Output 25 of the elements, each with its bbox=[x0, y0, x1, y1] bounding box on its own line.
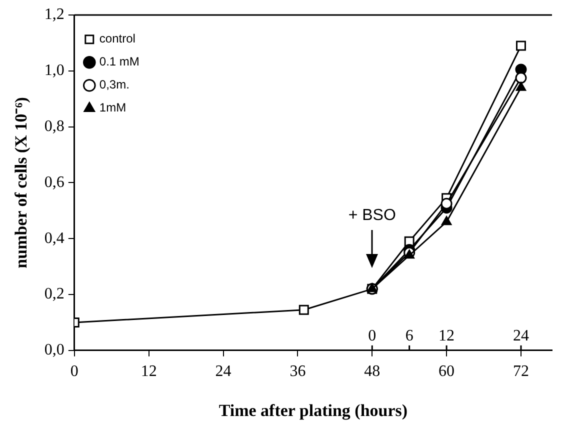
y-axis-title: number of cells (X 10⁻⁶) bbox=[12, 97, 31, 268]
x2-tick-label: 12 bbox=[438, 328, 455, 345]
legend-label: 0.1 mM bbox=[99, 54, 140, 69]
x-tick-label: 0 bbox=[70, 363, 78, 380]
y-tick-label: 0,2 bbox=[44, 286, 64, 303]
y-tick-label: 1,2 bbox=[44, 6, 64, 24]
x-tick-label: 60 bbox=[438, 363, 455, 380]
x-tick-label: 72 bbox=[512, 363, 529, 380]
x2-tick-label: 6 bbox=[405, 328, 414, 345]
y-tick-label: 1,0 bbox=[44, 62, 64, 80]
x-tick-label: 36 bbox=[290, 363, 306, 380]
legend-label: control bbox=[99, 32, 136, 46]
y-tick-label: 0,6 bbox=[44, 174, 64, 191]
x2-tick-label: 0 bbox=[368, 328, 376, 345]
annotation: + BSO bbox=[347, 206, 397, 226]
x-tick-label: 48 bbox=[364, 363, 380, 380]
y-tick-label: 0,8 bbox=[44, 118, 64, 136]
x-tick-label: 24 bbox=[215, 363, 232, 380]
legend-label: 0,3m. bbox=[99, 78, 130, 92]
x-tick-label: 12 bbox=[140, 363, 157, 380]
x-axis-title: Time after plating (hours) bbox=[218, 401, 408, 420]
x2-tick-label: 24 bbox=[512, 328, 529, 345]
legend-label: 1mM bbox=[99, 100, 126, 115]
y-tick-label: 0,0 bbox=[44, 342, 64, 359]
y-tick-label: 0,4 bbox=[44, 230, 64, 247]
